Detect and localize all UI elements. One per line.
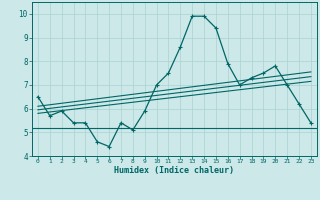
X-axis label: Humidex (Indice chaleur): Humidex (Indice chaleur) <box>115 166 234 175</box>
